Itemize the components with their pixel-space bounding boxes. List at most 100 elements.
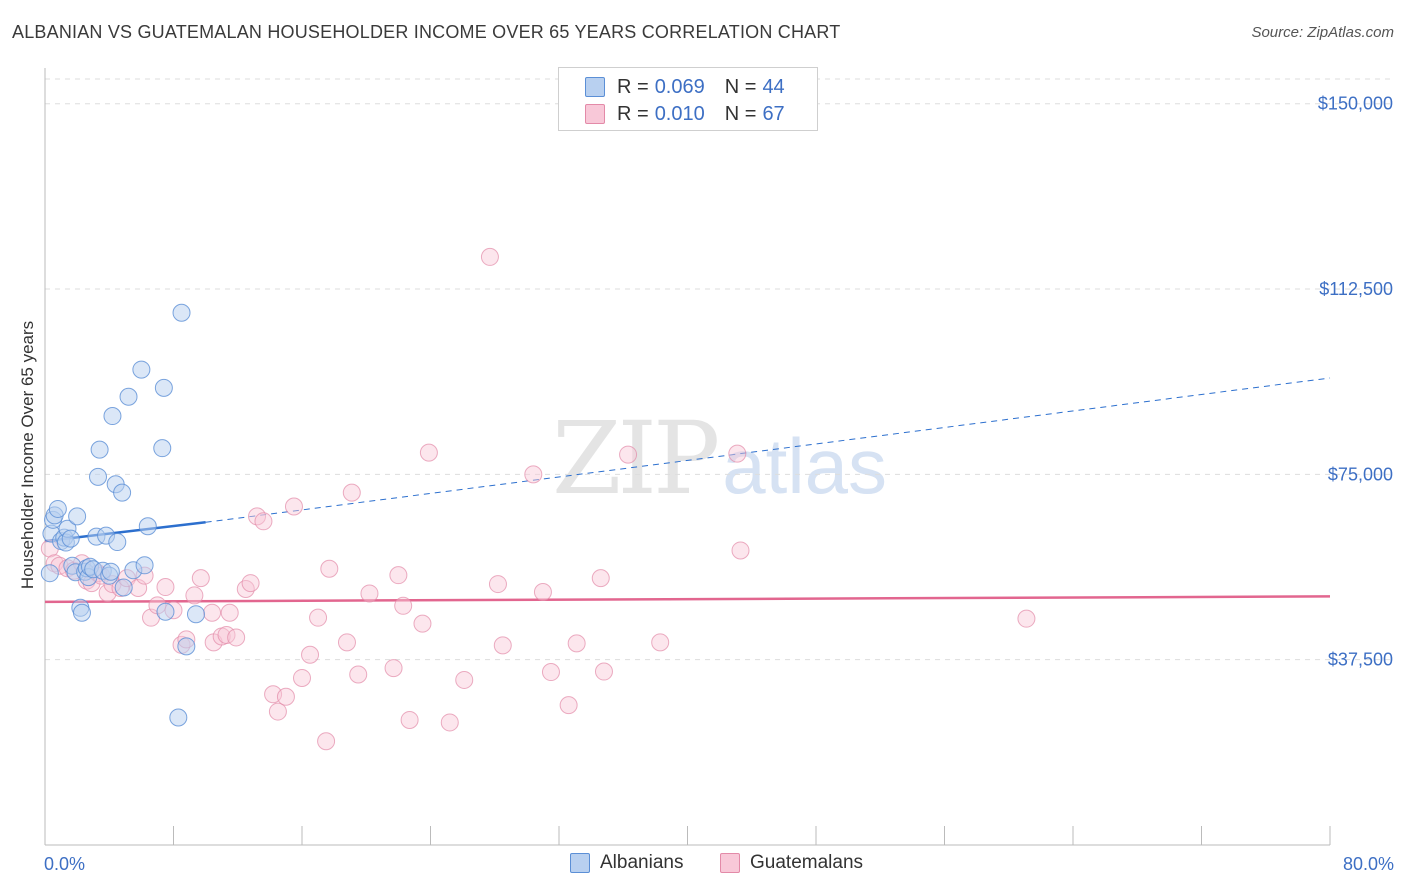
guatemalan-point	[731, 541, 750, 560]
legend-n-value: 67	[762, 102, 785, 125]
legend-r-value: 0.069	[654, 75, 705, 98]
data-points	[40, 247, 1036, 751]
watermark-atlas: atlas	[722, 422, 888, 510]
guatemalan-point	[268, 702, 287, 721]
guatemalan-point	[394, 596, 413, 615]
guatemalan-point	[440, 713, 459, 732]
guatemalan-point	[349, 665, 368, 684]
legend-n-label: N =	[724, 102, 757, 125]
y-tick-label: $150,000	[1318, 94, 1393, 114]
guatemalan-point	[337, 633, 356, 652]
guatemalans-legend-swatch	[720, 853, 740, 873]
guatemalan-point	[185, 586, 204, 605]
legend-item-guatemalans: Guatemalans	[720, 852, 863, 874]
y-axis-label: Householder Income Over 65 years	[18, 320, 37, 590]
albanian-point	[132, 360, 151, 379]
trend-lines	[44, 377, 1331, 604]
guatemalan-point	[524, 465, 543, 484]
albanian-point	[40, 564, 59, 583]
albanian-point	[101, 562, 120, 581]
guatemalan-point	[413, 614, 432, 633]
grid-lines	[45, 78, 1395, 661]
albanian-point	[68, 507, 87, 526]
guatemalan-point	[156, 578, 175, 597]
guatemalan-point	[619, 445, 638, 464]
guatemalans-legend-label: Guatemalans	[750, 852, 864, 873]
guatemalans-swatch	[585, 104, 605, 124]
albanian-point	[89, 467, 108, 486]
albanians-swatch	[585, 77, 605, 97]
guatemalan-point	[301, 645, 320, 664]
guatemalan-point	[342, 483, 361, 502]
guatemalan-point	[241, 574, 260, 593]
legend-item-albanians: Albanians	[570, 852, 683, 874]
guatemalan-point	[191, 569, 210, 588]
guatemalan-point	[227, 628, 246, 647]
x-tick-label-max: 80.0%	[1343, 854, 1394, 874]
y-tick-label: $75,000	[1328, 464, 1393, 484]
tick-labels: $37,500 $75,000 $112,500 $150,000 0.0% 80.0%	[44, 94, 1394, 874]
albanian-point	[138, 517, 157, 536]
albanians-legend-label: Albanians	[600, 852, 684, 873]
albanian-point	[153, 439, 172, 458]
albanian-point	[172, 303, 191, 322]
albanian-point	[186, 605, 205, 624]
albanian-point	[103, 407, 122, 426]
guatemalan-point	[293, 668, 311, 687]
albanian-point	[156, 602, 175, 621]
guatemalan-point	[317, 732, 336, 751]
guatemalan-point	[220, 603, 239, 622]
x-tick-label-min: 0.0%	[44, 854, 85, 874]
legend-row-guatemalans: R = 0.010 N = 67	[585, 102, 785, 126]
guatemalan-point	[533, 582, 552, 601]
guatemalan-point	[284, 497, 303, 516]
albanian-point	[169, 708, 188, 727]
albanian-point	[177, 637, 196, 656]
guatemalan-point	[488, 575, 507, 594]
guatemalan-point	[728, 444, 747, 463]
guatemalan-point	[651, 633, 670, 652]
guatemalan-point	[455, 670, 474, 689]
legend-n-label: N =	[724, 75, 757, 98]
y-tick-label: $37,500	[1328, 650, 1393, 670]
albanian-point	[135, 556, 154, 575]
guatemalan-point	[559, 696, 578, 715]
albanian-point	[90, 440, 109, 459]
guatemalan-point	[309, 608, 328, 627]
albanian-point	[114, 578, 133, 597]
legend-n-value: 44	[762, 75, 785, 98]
guatemalan-point	[384, 659, 403, 678]
albanian-point	[61, 529, 80, 548]
guatemalan-point	[276, 687, 295, 706]
source-label: Source: ZipAtlas.com	[1251, 24, 1394, 41]
albanian-point	[113, 483, 132, 502]
guatemalan-point	[480, 247, 499, 266]
guatemalan-point	[541, 663, 560, 682]
guatemalan-point	[591, 569, 610, 588]
legend-r-label: R =	[617, 75, 649, 98]
axes	[44, 68, 1331, 846]
albanian-point	[154, 378, 173, 397]
guatemalan-trend	[44, 595, 1331, 604]
chart-title: ALBANIAN VS GUATEMALAN HOUSEHOLDER INCOM…	[12, 22, 841, 42]
guatemalan-point	[594, 662, 613, 681]
albanian-trend-dashed	[205, 377, 1331, 523]
legend-r-label: R =	[617, 102, 649, 125]
guatemalan-point	[236, 580, 255, 599]
guatemalan-point	[389, 566, 408, 585]
guatemalan-point	[254, 512, 273, 531]
guatemalan-point	[203, 603, 222, 622]
guatemalan-point	[400, 710, 419, 729]
albanians-legend-swatch	[570, 853, 590, 873]
albanian-point	[72, 603, 91, 622]
watermark: ZIPatlas	[552, 400, 887, 517]
albanian-point	[119, 387, 138, 406]
albanian-point	[108, 533, 127, 552]
legend-row-albanians: R = 0.069 N = 44	[585, 75, 785, 99]
legend-r-value: 0.010	[654, 102, 705, 125]
albanian-point	[48, 499, 67, 518]
guatemalan-point	[320, 559, 339, 578]
guatemalan-point	[1017, 609, 1036, 628]
y-tick-label: $112,500	[1319, 279, 1393, 299]
